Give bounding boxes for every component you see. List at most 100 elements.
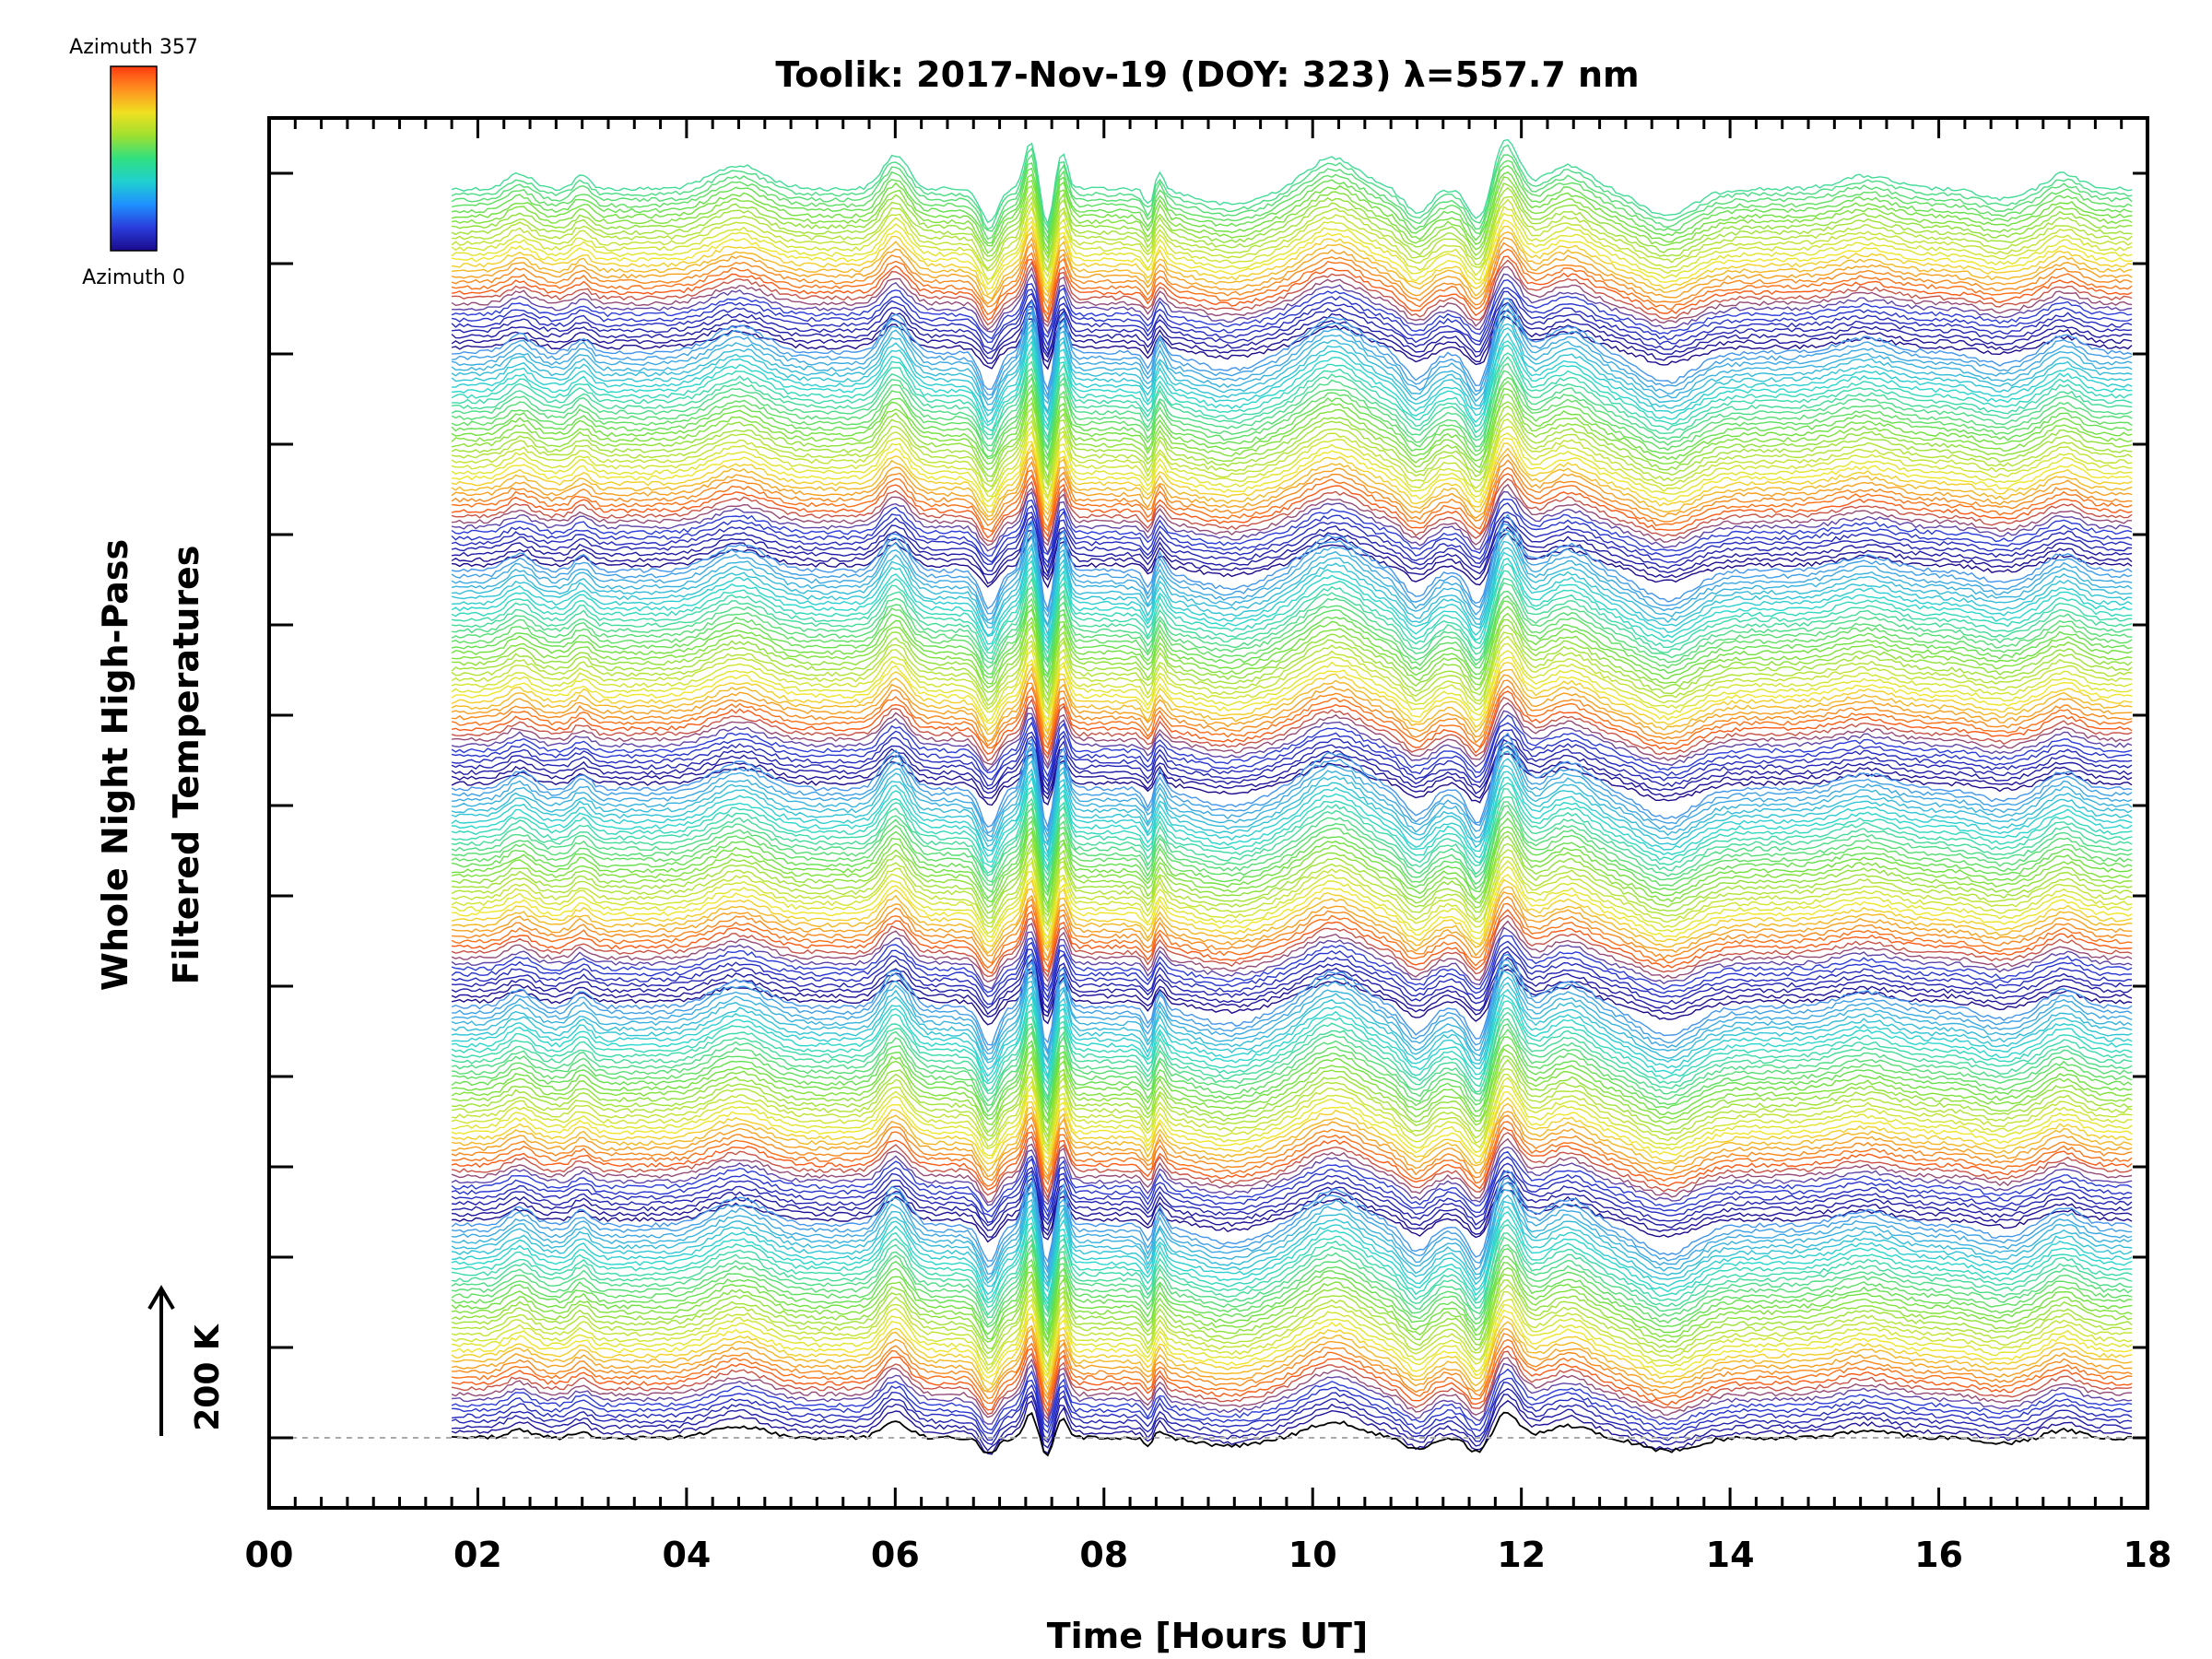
series-line [451, 418, 2133, 493]
series-line [451, 1232, 2133, 1316]
y-axis-ticks [269, 171, 2147, 1440]
series-line [452, 582, 2133, 665]
series-line [451, 287, 2133, 347]
series-line [451, 206, 2133, 281]
series-line [451, 649, 2133, 723]
series-line [451, 734, 2133, 792]
series-line [451, 935, 2133, 994]
series-line [451, 738, 2133, 795]
series-line [451, 313, 2133, 406]
x-tick-label: 08 [1079, 1535, 1128, 1575]
series-line [451, 198, 2133, 273]
series-line [451, 994, 2133, 1083]
series-line [451, 801, 2133, 883]
series-line [451, 502, 2133, 564]
series-line [451, 546, 2133, 637]
series-line [451, 856, 2133, 928]
series-line [452, 1182, 2133, 1276]
series-line [451, 721, 2133, 782]
series-line [451, 498, 2133, 558]
series-line [451, 218, 2133, 290]
series-line [452, 466, 2133, 533]
series-line [451, 255, 2133, 322]
series-line [451, 425, 2133, 499]
series-line [451, 393, 2133, 471]
series-line [451, 771, 2133, 859]
legend-bottom-label: Azimuth 0 [82, 266, 185, 289]
x-tick-label: 04 [662, 1535, 711, 1575]
series-line [451, 241, 2133, 312]
series-line [451, 1210, 2133, 1301]
series-line [451, 1218, 2132, 1306]
x-tick-label: 12 [1497, 1535, 1546, 1575]
x-tick-label: 10 [1288, 1535, 1337, 1575]
x-tick-label: 16 [1914, 1535, 1963, 1575]
series-line [451, 1248, 2133, 1333]
series-line [451, 531, 2133, 628]
series-line [451, 1261, 2133, 1343]
x-tick-label: 02 [453, 1535, 502, 1575]
series-line [451, 570, 2133, 655]
series-line [452, 1377, 2133, 1435]
series-line [451, 279, 2133, 340]
series-line [451, 860, 2133, 935]
series-line [451, 741, 2133, 834]
series-line [452, 842, 2133, 919]
series-line [451, 891, 2133, 960]
series-line [451, 165, 2133, 245]
series-line [451, 1194, 2133, 1286]
series-line [451, 511, 2133, 569]
series-line [451, 685, 2133, 749]
series-line [452, 795, 2133, 877]
series-line [452, 775, 2133, 864]
series-line [452, 540, 2133, 629]
series-line [451, 805, 2133, 889]
series-line [452, 1055, 2133, 1134]
series-line [451, 1309, 2133, 1379]
series-line [452, 1362, 2133, 1425]
series-line [451, 248, 2133, 316]
series-line [451, 926, 2133, 990]
series-line [452, 896, 2133, 965]
scale-arrow-head [147, 1285, 175, 1311]
series-line [451, 144, 2133, 230]
series-line [451, 265, 2133, 331]
series-line [451, 1255, 2133, 1336]
series-line [452, 1028, 2133, 1113]
series-line [451, 562, 2133, 652]
series-line [451, 594, 2133, 677]
series-line [451, 696, 2133, 762]
series-line [451, 1077, 2133, 1152]
series-line [451, 153, 2133, 235]
series-line [452, 1043, 2133, 1124]
scale-bar-label: 200 K [189, 1324, 227, 1431]
series-line [451, 865, 2133, 939]
x-axis-title: Time [Hours UT] [1047, 1616, 1369, 1656]
series-line [451, 1345, 2133, 1413]
series-line [452, 612, 2133, 689]
series-line [451, 380, 2133, 462]
x-tick-label: 18 [2124, 1535, 2172, 1575]
series-line [451, 661, 2133, 734]
series-line [452, 874, 2133, 946]
series-line [452, 826, 2133, 906]
series-group [451, 138, 2133, 1457]
series-line [451, 1368, 2133, 1431]
series-line [451, 1189, 2133, 1281]
series-line [452, 618, 2133, 697]
series-line [451, 849, 2133, 925]
series-line [451, 1266, 2133, 1344]
series-line [451, 963, 2133, 1056]
series-line [451, 1146, 2133, 1206]
series-line [451, 522, 2133, 615]
series-line [451, 515, 2133, 575]
series-line [451, 323, 2133, 414]
series-line [451, 236, 2133, 305]
series-line [451, 1399, 2133, 1455]
series-line [451, 957, 2133, 1016]
series-line [451, 459, 2133, 530]
series-line [451, 447, 2133, 518]
x-tick-label: 00 [245, 1535, 294, 1575]
series-line [452, 437, 2133, 508]
